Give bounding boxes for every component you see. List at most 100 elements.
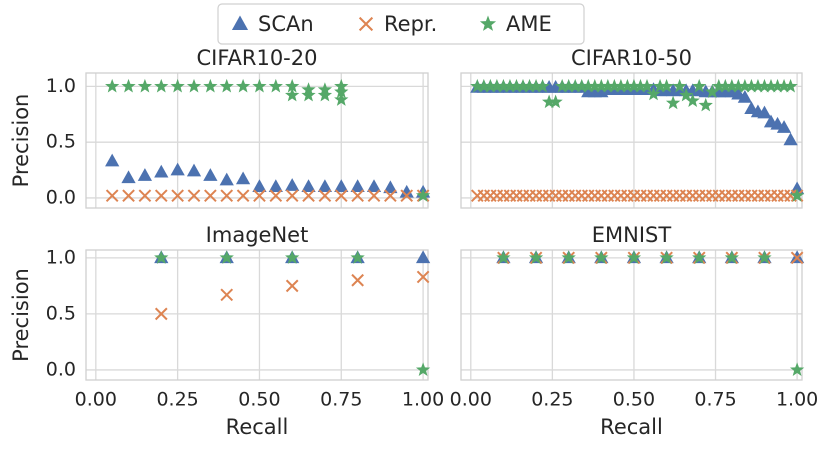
star-marker: [626, 250, 642, 264]
x-marker: [122, 189, 135, 203]
star-marker: [334, 92, 349, 106]
star-marker: [548, 94, 563, 109]
star-marker: [502, 78, 518, 93]
x-marker: [302, 189, 315, 203]
x-marker: [236, 189, 250, 203]
triangle-marker: [219, 172, 234, 186]
star-marker: [724, 78, 739, 93]
star-marker: [509, 78, 524, 93]
y-tick-label: 0.0: [46, 186, 76, 208]
x-marker: [400, 189, 414, 203]
x-tick-label: 0.00: [450, 389, 492, 411]
x-stroke: [790, 251, 804, 265]
star-marker: [607, 78, 622, 93]
star-marker: [685, 93, 700, 107]
star-marker: [705, 84, 720, 99]
star-marker: [496, 78, 511, 93]
x-tick-label: 0.25: [156, 389, 198, 411]
star-marker: [285, 250, 300, 264]
triangle-marker: [105, 153, 120, 167]
star-marker: [665, 95, 681, 110]
triangle-marker: [252, 179, 267, 193]
plot-frame: [85, 249, 429, 381]
star-marker: [561, 250, 576, 264]
y-tick-label: 0.5: [46, 131, 76, 153]
x-marker: [351, 273, 364, 287]
y-axis-label: Precision: [9, 94, 33, 188]
triangle-marker: [383, 180, 398, 194]
triangle-marker: [268, 179, 283, 193]
legend-box: [217, 3, 585, 45]
x-marker: [220, 189, 234, 203]
star-marker: [776, 78, 792, 93]
star-marker: [154, 78, 169, 93]
x-tick-label: 0.75: [320, 389, 362, 411]
star-marker: [219, 78, 234, 93]
x-stroke: [154, 307, 168, 321]
star-marker: [541, 94, 557, 109]
x-stroke: [105, 189, 119, 203]
star-marker: [470, 78, 485, 93]
star-marker: [301, 87, 316, 102]
x-marker: [384, 189, 397, 203]
star-marker: [763, 78, 779, 93]
x-marker: [285, 279, 299, 293]
star-marker: [692, 78, 707, 93]
star-marker: [528, 78, 544, 93]
star-marker: [659, 250, 674, 264]
legend-label: SCAn: [258, 12, 314, 36]
star-marker: [783, 78, 798, 93]
star-marker: [757, 250, 772, 264]
x-stroke: [138, 189, 152, 203]
star-marker: [334, 84, 349, 99]
star-marker: [639, 78, 655, 93]
triangle-marker: [334, 179, 349, 193]
triangle-marker: [415, 250, 431, 264]
star-marker: [415, 362, 431, 376]
x-tick-label: 0.50: [613, 389, 655, 411]
star-marker: [252, 78, 267, 93]
star-marker: [268, 78, 283, 93]
star-marker: [476, 78, 491, 93]
star-marker: [535, 78, 550, 93]
triangle-marker: [203, 168, 218, 181]
x-marker: [253, 189, 266, 203]
x-marker: [285, 189, 299, 203]
star-marker: [489, 78, 505, 93]
star-marker: [737, 78, 753, 93]
x-stroke: [154, 189, 168, 203]
x-stroke: [400, 189, 414, 203]
star-marker: [711, 78, 726, 93]
x-stroke: [416, 270, 430, 284]
triangle-marker: [783, 132, 798, 146]
star-marker: [789, 188, 805, 202]
star-marker: [600, 78, 615, 93]
y-axis-label: Precision: [9, 268, 33, 362]
x-marker: [790, 251, 804, 265]
x-stroke: [220, 288, 234, 302]
x-stroke: [351, 273, 364, 287]
star-marker: [626, 78, 642, 93]
star-marker: [574, 78, 589, 93]
star-marker: [594, 78, 609, 93]
x-stroke: [220, 189, 234, 203]
star-marker: [561, 78, 576, 93]
triangle-marker: [154, 164, 169, 178]
x-marker: [171, 189, 184, 203]
x-stroke: [187, 189, 201, 203]
x-stroke: [285, 279, 299, 293]
star-marker: [121, 78, 136, 93]
x-stroke: [171, 189, 184, 203]
star-marker: [170, 78, 185, 93]
triangle-marker: [776, 120, 792, 133]
triangle-marker: [757, 105, 772, 119]
x-marker: [105, 189, 119, 203]
star-marker: [581, 78, 596, 93]
star-marker: [594, 250, 609, 264]
x-tick-label: 0.25: [531, 389, 573, 411]
x-stroke: [253, 189, 266, 203]
star-marker: [415, 188, 431, 202]
star-marker: [285, 87, 300, 102]
triangle-marker: [317, 179, 333, 193]
